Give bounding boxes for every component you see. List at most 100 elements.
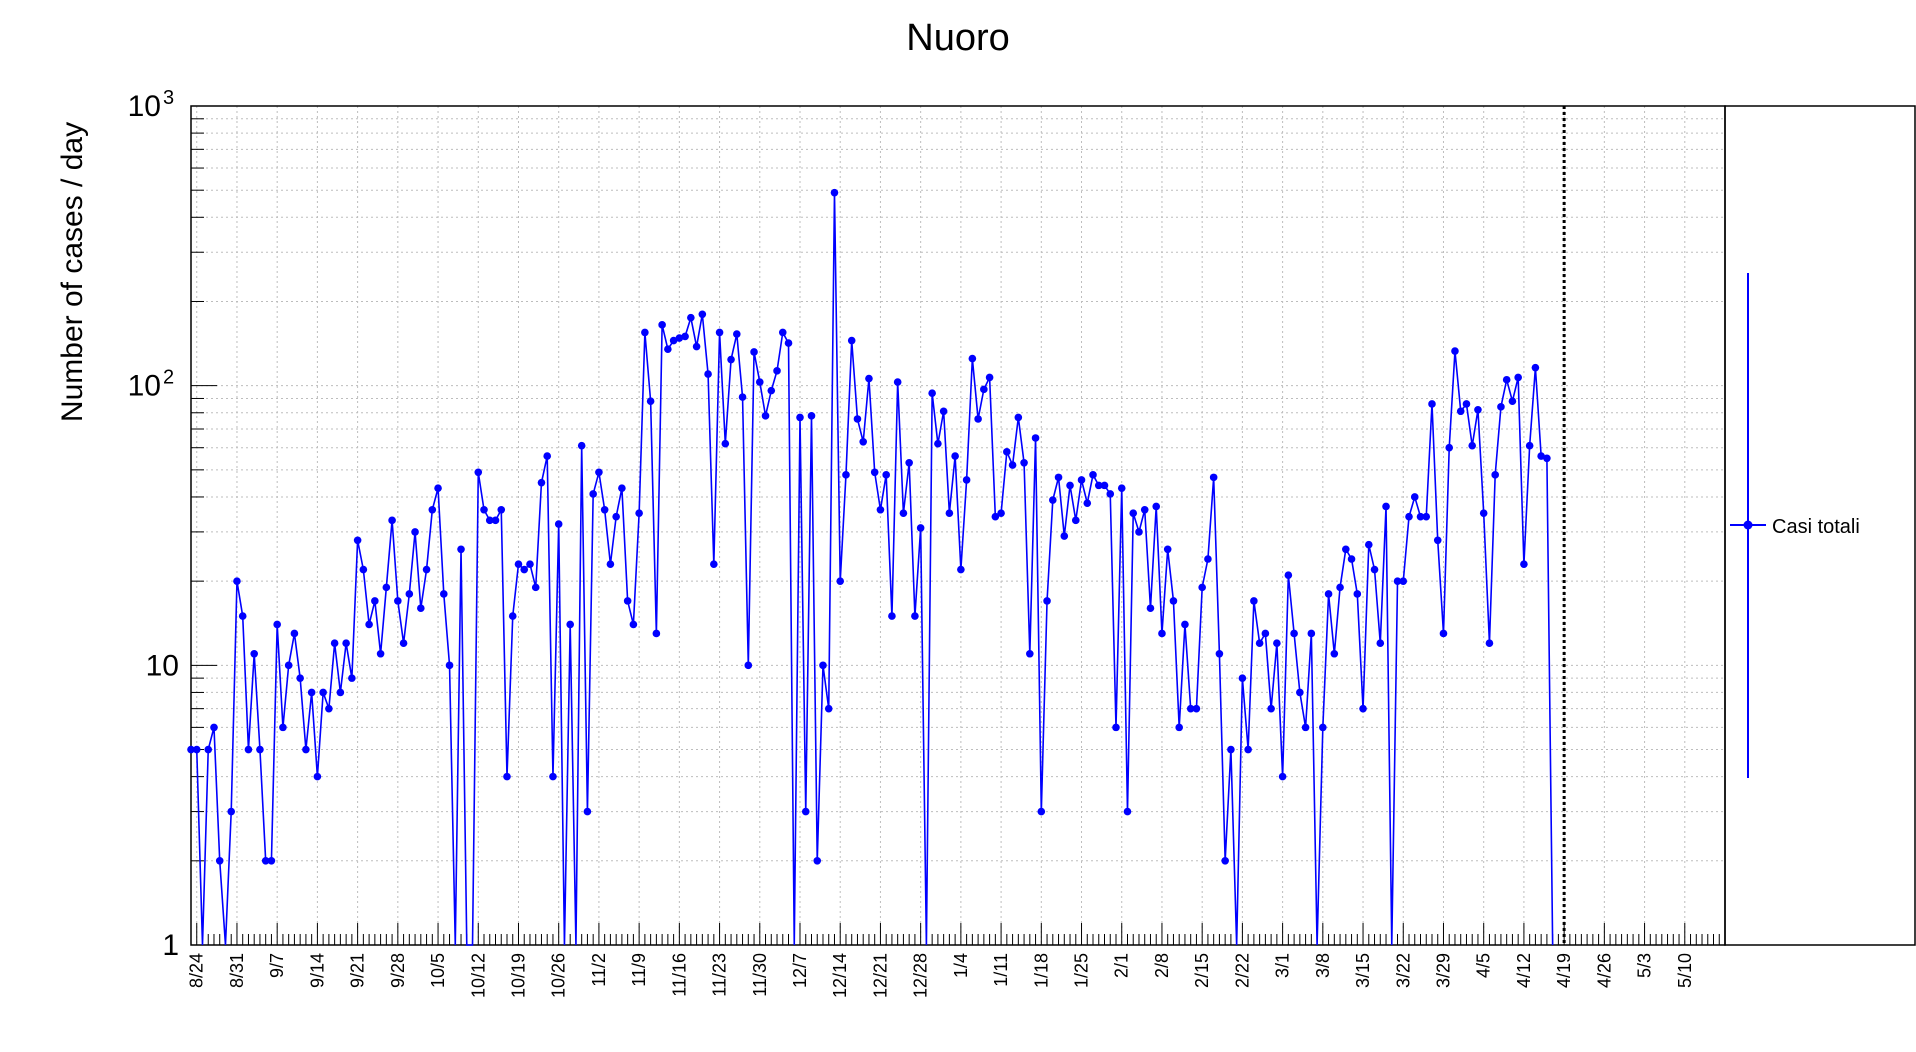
data-point xyxy=(336,688,345,697)
data-point xyxy=(888,612,896,620)
data-point xyxy=(376,649,385,658)
x-tick-label: 12/28 xyxy=(911,953,931,998)
data-point xyxy=(1474,405,1482,414)
data-point xyxy=(1106,490,1115,498)
data-point xyxy=(1537,452,1545,460)
data-point xyxy=(1290,629,1298,638)
data-point xyxy=(1296,688,1304,697)
data-point xyxy=(1227,745,1235,754)
data-point xyxy=(1186,704,1195,713)
data-point xyxy=(652,629,661,638)
x-tick-label: 1/4 xyxy=(951,953,971,978)
data-point xyxy=(1163,545,1172,554)
data-point xyxy=(997,509,1005,517)
data-point xyxy=(1192,704,1201,713)
data-point xyxy=(382,583,391,592)
data-point xyxy=(284,661,293,670)
data-point xyxy=(784,339,793,347)
x-tick-label: 10/19 xyxy=(508,953,528,998)
x-tick-label: 10/5 xyxy=(428,953,448,988)
data-point xyxy=(916,524,925,532)
data-point xyxy=(893,378,902,386)
data-point xyxy=(911,612,919,620)
x-tick-label: 12/21 xyxy=(870,953,890,998)
x-tick-label: 4/26 xyxy=(1594,953,1614,988)
data-point xyxy=(733,330,741,338)
x-tick-label: 3/29 xyxy=(1433,953,1453,988)
data-point xyxy=(801,807,810,816)
data-point xyxy=(1525,441,1534,450)
data-point xyxy=(1514,373,1522,382)
data-point xyxy=(687,313,695,322)
data-point xyxy=(727,355,735,364)
data-point xyxy=(1060,532,1069,540)
data-point xyxy=(847,336,856,345)
data-point xyxy=(1146,604,1155,613)
x-tick-label: 3/22 xyxy=(1393,953,1413,988)
data-point xyxy=(1077,476,1086,484)
data-point xyxy=(1037,807,1046,816)
data-point xyxy=(388,516,396,525)
data-point xyxy=(1491,471,1499,479)
data-point xyxy=(445,661,454,670)
data-point xyxy=(187,745,195,754)
data-point xyxy=(991,512,1000,521)
data-point xyxy=(1181,620,1189,629)
data-point xyxy=(681,332,689,341)
data-point xyxy=(899,509,908,517)
y-tick-label-exponent: 2 xyxy=(163,367,174,389)
data-point xyxy=(405,590,414,598)
data-point xyxy=(1531,363,1540,372)
data-point xyxy=(1043,597,1051,605)
data-point xyxy=(1031,434,1040,442)
data-point xyxy=(1278,772,1287,781)
data-point xyxy=(1410,493,1419,501)
series-line xyxy=(191,192,1554,946)
data-point xyxy=(342,639,350,647)
data-point xyxy=(1347,555,1356,563)
data-point xyxy=(968,354,977,363)
data-point xyxy=(497,505,506,514)
x-tick-label: 3/1 xyxy=(1273,953,1293,978)
data-point xyxy=(1003,448,1011,456)
data-point xyxy=(417,604,425,613)
data-point xyxy=(1209,473,1218,482)
data-point xyxy=(273,620,281,629)
data-point xyxy=(1364,540,1373,549)
data-point xyxy=(836,577,845,585)
data-point xyxy=(371,597,379,605)
data-point xyxy=(428,505,437,514)
data-point xyxy=(549,772,557,781)
y-tick-label-exponent: 3 xyxy=(163,87,174,109)
data-point xyxy=(1353,590,1362,598)
data-point xyxy=(1152,502,1161,511)
legend-label: Casi totali xyxy=(1772,516,1860,538)
data-point xyxy=(210,723,218,732)
y-axis-label: Number of cases / day xyxy=(56,122,89,422)
data-point xyxy=(1175,723,1183,732)
data-point xyxy=(1468,441,1477,450)
data-point xyxy=(577,441,586,450)
data-point xyxy=(1336,583,1344,592)
data-point xyxy=(503,772,511,781)
data-point xyxy=(945,509,954,517)
data-point xyxy=(1330,649,1339,658)
data-point xyxy=(865,374,873,383)
data-point xyxy=(1112,723,1120,732)
data-point xyxy=(1416,512,1425,521)
data-point xyxy=(951,452,959,460)
data-point xyxy=(985,373,994,382)
data-point xyxy=(658,321,666,329)
x-tick-label: 2/8 xyxy=(1152,953,1172,978)
data-point xyxy=(1089,471,1097,479)
x-tick-label: 1/25 xyxy=(1072,953,1092,988)
data-point xyxy=(1485,639,1494,647)
data-point xyxy=(491,516,500,525)
data-point xyxy=(215,857,224,865)
data-point xyxy=(290,629,299,638)
data-point xyxy=(664,345,672,354)
x-tick-label: 9/28 xyxy=(388,953,408,988)
data-point xyxy=(934,439,942,448)
data-point xyxy=(1204,555,1212,563)
data-point xyxy=(279,723,287,732)
